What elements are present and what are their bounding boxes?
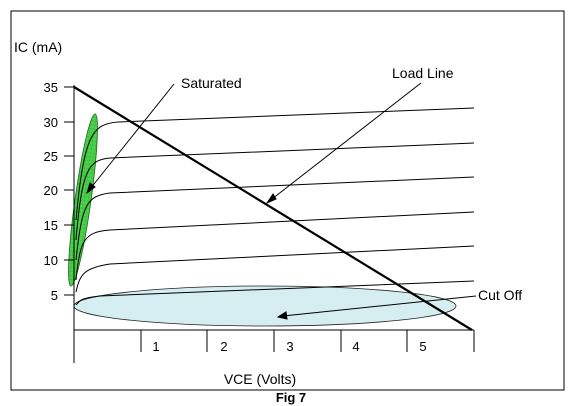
annotation-arrows bbox=[86, 82, 477, 320]
y-tick-label: 20 bbox=[44, 183, 58, 198]
x-tick-label: 5 bbox=[419, 339, 426, 354]
curve-6 bbox=[75, 107, 475, 221]
y-axis-title: IC (mA) bbox=[14, 39, 62, 55]
cutoff-label: Cut Off bbox=[478, 287, 522, 303]
saturated-region bbox=[68, 113, 98, 287]
cutoff-region bbox=[73, 285, 457, 327]
curve-1 bbox=[75, 280, 475, 306]
x-tick-label: 3 bbox=[286, 339, 293, 354]
y-tick-label: 35 bbox=[44, 80, 58, 95]
figure-frame bbox=[10, 10, 565, 391]
x-tick-label: 1 bbox=[152, 339, 159, 354]
x-axis-title: VCE (Volts) bbox=[224, 371, 296, 387]
saturated-label: Saturated bbox=[181, 75, 242, 91]
y-tick-label: 10 bbox=[44, 253, 58, 268]
curve-2 bbox=[75, 245, 475, 293]
y-tick-label: 30 bbox=[44, 115, 58, 130]
load-line-label: Load Line bbox=[392, 65, 454, 81]
x-tick-label: 2 bbox=[220, 339, 227, 354]
y-tick-label: 5 bbox=[51, 288, 58, 303]
figure-caption: Fig 7 bbox=[276, 390, 306, 405]
axes bbox=[64, 85, 475, 363]
curve-4 bbox=[75, 176, 475, 261]
x-tick-label: 4 bbox=[352, 339, 359, 354]
characteristic-curves bbox=[75, 107, 475, 306]
cutoff-arrow bbox=[282, 295, 477, 317]
y-tick-label: 25 bbox=[44, 149, 58, 164]
load-line-arrow bbox=[271, 82, 422, 200]
y-tick-labels: 35 30 25 20 15 10 5 bbox=[44, 80, 58, 303]
load-line bbox=[73, 86, 473, 331]
curve-3 bbox=[75, 211, 475, 281]
curve-5 bbox=[75, 142, 475, 241]
saturated-arrow bbox=[89, 83, 175, 190]
x-tick-labels: 1 2 3 4 5 bbox=[152, 339, 426, 354]
y-tick-label: 15 bbox=[44, 218, 58, 233]
